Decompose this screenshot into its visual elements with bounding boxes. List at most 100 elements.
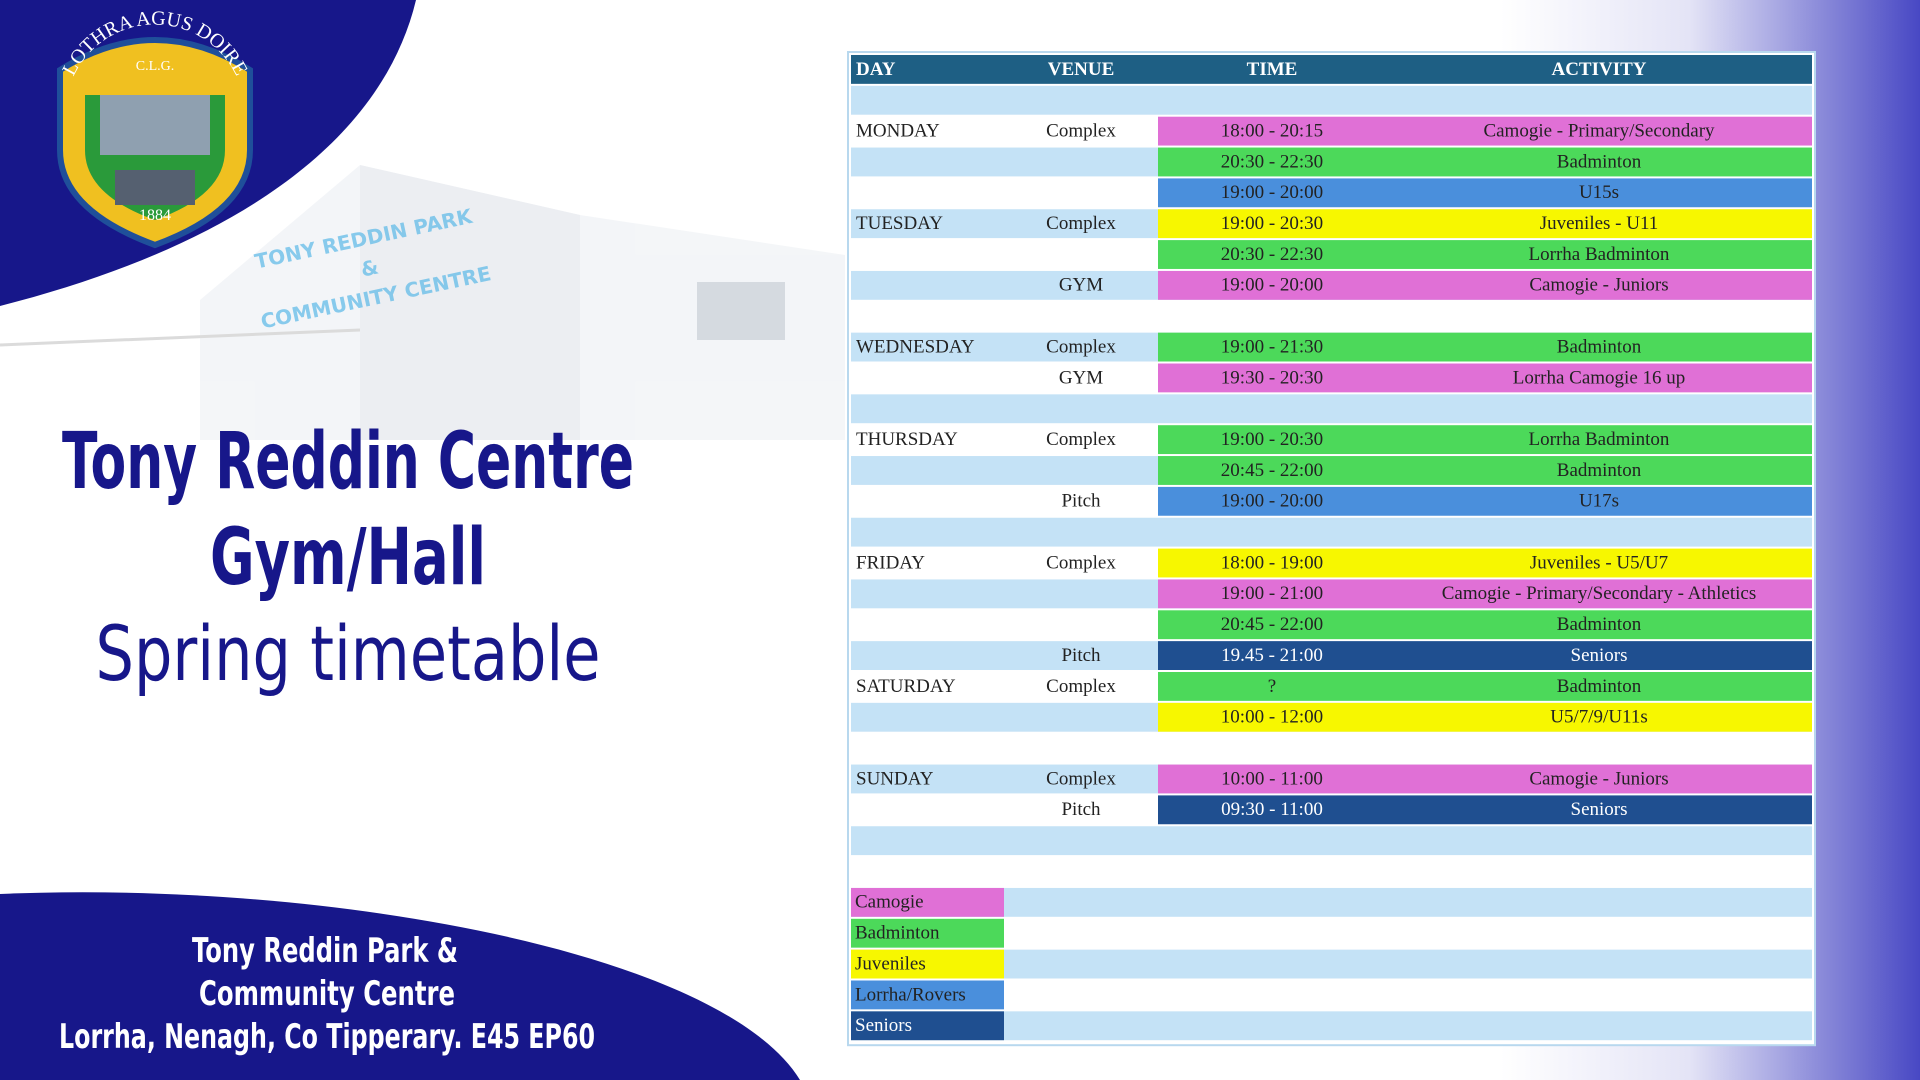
legend-swatch [851, 949, 1004, 979]
header-cell: TIME [1247, 59, 1298, 80]
sign-line: & [359, 254, 381, 281]
address-line: Tony Reddin Park & [192, 931, 458, 971]
activity-highlight [1158, 579, 1812, 609]
venue-cell: Complex [1046, 429, 1116, 450]
time-cell: 20:30 - 22:30 [1221, 151, 1323, 172]
day-cell: SATURDAY [856, 676, 956, 697]
row-bg [851, 301, 1812, 331]
time-cell: 19:00 - 20:30 [1221, 213, 1323, 234]
subtitle: Spring timetable [96, 609, 601, 698]
activity-cell: Camogie - Juniors [1529, 768, 1668, 789]
crest: LOTHRA AGUS DOIRE C.L.G. 1884 [57, 7, 253, 249]
legend-label: Badminton [855, 923, 940, 944]
row-bg [851, 394, 1812, 424]
activity-cell: Badminton [1557, 676, 1642, 697]
activity-highlight [1158, 425, 1812, 455]
day-cell: TUESDAY [856, 213, 943, 234]
legend-swatch [851, 1011, 1004, 1041]
venue-cell: Complex [1046, 120, 1116, 141]
day-cell: FRIDAY [856, 552, 925, 573]
row-bg [851, 517, 1812, 547]
header-cell: DAY [856, 59, 896, 80]
activity-highlight [1158, 270, 1812, 300]
activity-highlight [1158, 240, 1812, 269]
row-bg [851, 733, 1812, 763]
day-cell: SUNDAY [856, 768, 934, 789]
venue-cell: Complex [1046, 213, 1116, 234]
time-cell: 18:00 - 20:15 [1221, 120, 1323, 141]
activity-highlight [1158, 147, 1812, 177]
activity-highlight [1158, 795, 1812, 825]
header-cell: VENUE [1048, 59, 1115, 80]
venue-cell: Pitch [1061, 645, 1101, 666]
activity-highlight [1158, 178, 1812, 208]
venue-cell: GYM [1059, 367, 1103, 388]
activity-cell: Camogie - Primary/Secondary [1483, 120, 1715, 141]
header-cell: ACTIVITY [1551, 59, 1646, 80]
crest-year: 1884 [139, 207, 171, 224]
activity-highlight [1158, 702, 1812, 732]
venue-cell: Complex [1046, 336, 1116, 357]
legend-swatch [851, 980, 1004, 1010]
address-line: Community Centre [199, 974, 455, 1014]
time-cell: 19:00 - 21:30 [1221, 336, 1323, 357]
time-cell: 19:00 - 20:00 [1221, 491, 1323, 512]
venue-cell: Pitch [1061, 491, 1101, 512]
time-cell: 20:30 - 22:30 [1221, 244, 1323, 265]
crest-initials: C.L.G. [136, 59, 175, 74]
timetable: DAY VENUE TIME ACTIVITY MONDAY Complex 18:00 -… [847, 51, 1816, 1047]
venue-cell: Complex [1046, 676, 1116, 697]
row-bg [851, 1011, 1812, 1041]
activity-highlight [1158, 764, 1812, 794]
row-bg [851, 918, 1812, 948]
time-cell: 09:30 - 11:00 [1221, 799, 1323, 820]
venue-cell: GYM [1059, 275, 1103, 296]
activity-cell: Juveniles - U11 [1540, 213, 1659, 234]
time-cell: 19:00 - 20:00 [1221, 275, 1323, 296]
row-bg [851, 857, 1812, 886]
activity-highlight [1158, 332, 1812, 362]
day-cell: THURSDAY [856, 429, 958, 450]
activity-cell: Juveniles - U5/U7 [1530, 552, 1668, 573]
legend-swatch [851, 918, 1004, 948]
legend-swatch [851, 887, 1004, 917]
activity-cell: Badminton [1557, 151, 1642, 172]
venue-cell: Pitch [1061, 799, 1101, 820]
row-bg [851, 826, 1812, 856]
building-photo [0, 165, 845, 440]
row-bg [851, 887, 1812, 917]
activity-cell: U15s [1579, 182, 1619, 203]
header-row [851, 55, 1812, 84]
legend-label: Juveniles [855, 953, 926, 974]
row-bg [851, 85, 1812, 115]
time-cell: 10:00 - 12:00 [1221, 707, 1323, 728]
day-cell: MONDAY [856, 120, 940, 141]
activity-cell: Seniors [1571, 645, 1628, 666]
activity-cell: Lorrha Badminton [1529, 244, 1670, 265]
activity-highlight [1158, 610, 1812, 640]
time-cell: 19.45 - 21:00 [1221, 645, 1323, 666]
activity-cell: U5/7/9/U11s [1550, 707, 1647, 728]
activity-cell: Camogie - Primary/Secondary - Athletics [1442, 583, 1756, 604]
activity-cell: Badminton [1557, 614, 1642, 635]
activity-cell: Seniors [1571, 799, 1628, 820]
legend-label: Seniors [855, 1015, 912, 1036]
time-cell: 19:30 - 20:30 [1221, 367, 1323, 388]
activity-cell: Badminton [1557, 336, 1642, 357]
activity-highlight [1158, 363, 1812, 393]
venue-cell: Complex [1046, 552, 1116, 573]
activity-cell: Lorrha Camogie 16 up [1513, 367, 1686, 388]
time-cell: 19:00 - 21:00 [1221, 583, 1323, 604]
activity-cell: Camogie - Juniors [1529, 275, 1668, 296]
activity-highlight [1158, 209, 1812, 239]
activity-cell: Lorrha Badminton [1529, 429, 1670, 450]
venue-cell: Complex [1046, 768, 1116, 789]
activity-highlight [1158, 672, 1812, 701]
legend-label: Lorrha/Rovers [855, 984, 966, 1005]
time-cell: ? [1268, 676, 1276, 697]
time-cell: 19:00 - 20:30 [1221, 429, 1323, 450]
time-cell: 20:45 - 22:00 [1221, 460, 1323, 481]
title-line: Gym/Hall [210, 513, 486, 603]
activity-cell: U17s [1579, 491, 1619, 512]
